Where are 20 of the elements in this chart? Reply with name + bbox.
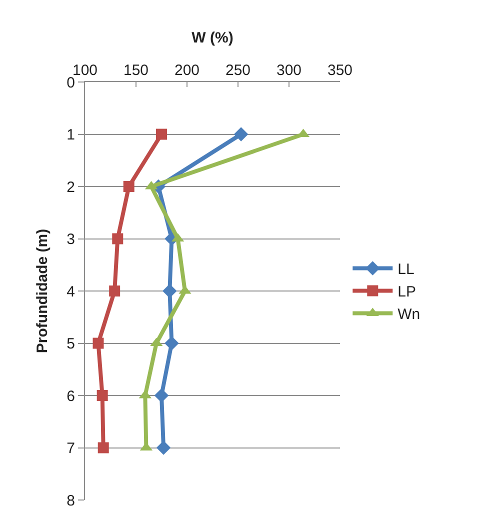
x-tick-label: 250	[225, 62, 251, 79]
y-tick-label: 1	[66, 126, 75, 144]
y-tick-label: 8	[66, 492, 75, 510]
y-tick-label: 5	[66, 336, 75, 352]
y-axis-title: Profundidade (m)	[34, 228, 51, 354]
legend-label: LL	[398, 261, 414, 278]
y-tick-label: 2	[66, 178, 75, 196]
legend-label: Wn	[398, 306, 420, 324]
y-tick-label: 0	[66, 74, 75, 92]
x-axis-title: W (%)	[192, 29, 234, 46]
x-tick-label: 100	[72, 62, 98, 79]
y-tick-label: 6	[66, 388, 75, 405]
x-tick-label: 300	[276, 62, 302, 79]
x-tick-label: 150	[123, 62, 149, 79]
x-tick-label: 200	[174, 62, 200, 79]
legend-label: LP	[398, 284, 416, 301]
y-tick-label: 7	[66, 440, 75, 457]
y-tick-label: 3	[66, 231, 75, 248]
x-tick-label: 350	[327, 62, 353, 79]
y-tick-label: 4	[66, 283, 75, 300]
